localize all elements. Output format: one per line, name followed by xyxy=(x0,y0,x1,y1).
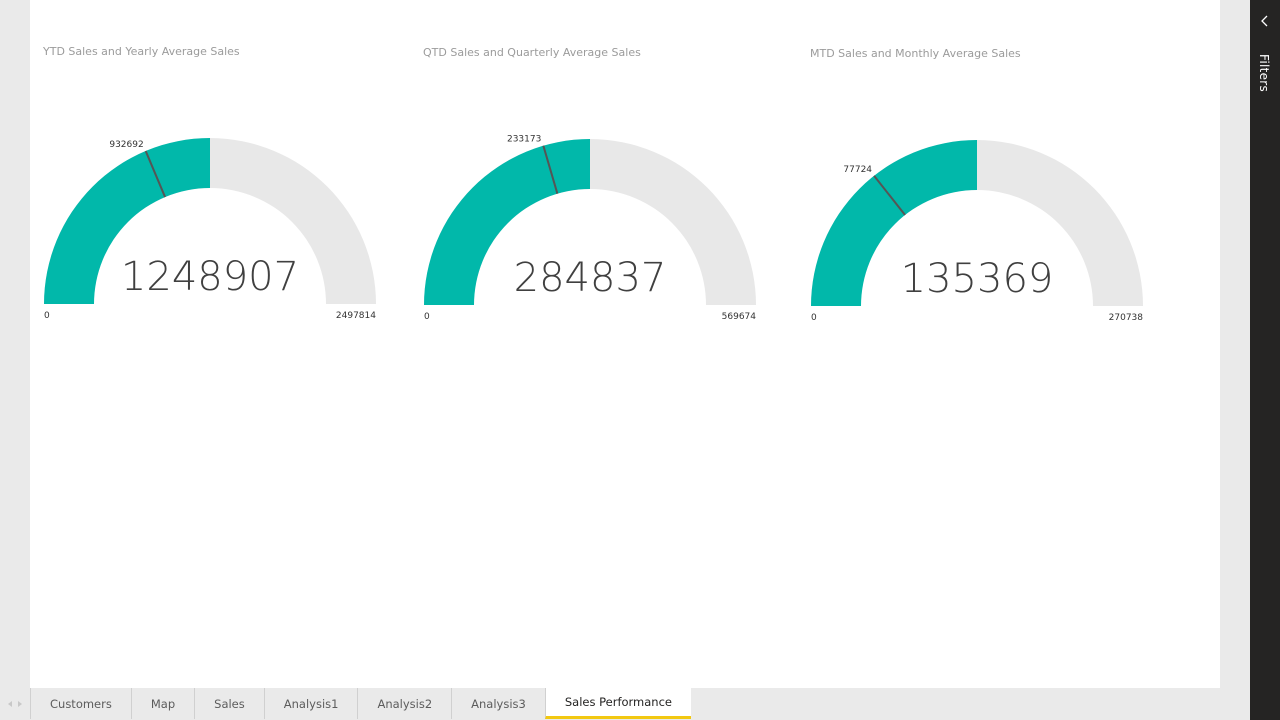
tab-analysis2[interactable]: Analysis2 xyxy=(357,688,452,719)
tab-sales[interactable]: Sales xyxy=(194,688,264,719)
gauge-fill xyxy=(44,138,210,304)
gauge-fill xyxy=(424,139,590,305)
page-tabs: Customers Map Sales Analysis1 Analysis2 … xyxy=(30,688,691,720)
gauge-chart: 77724 135369 0 270738 xyxy=(811,140,1144,323)
chevron-left-icon[interactable] xyxy=(1258,14,1272,28)
gauge-target-line xyxy=(542,145,559,194)
gauge-value: 284837 xyxy=(514,255,667,301)
gauge-min-label: 0 xyxy=(44,311,50,321)
gauge-max-label: 270738 xyxy=(1109,313,1144,323)
page-tab-bar: Customers Map Sales Analysis1 Analysis2 … xyxy=(0,688,1250,720)
gauge-title: MTD Sales and Monthly Average Sales xyxy=(810,47,1021,60)
gauge-value: 135369 xyxy=(901,256,1054,302)
tab-scroll-left-icon[interactable] xyxy=(8,701,12,707)
mtd-gauge-visual[interactable]: MTD Sales and Monthly Average Sales 7772… xyxy=(797,9,1157,329)
report-canvas: YTD Sales and Yearly Average Sales 93269… xyxy=(30,0,1220,688)
gauge-chart: 932692 1248907 0 2497814 xyxy=(44,138,376,321)
gauge-target-line xyxy=(873,175,906,216)
gauge-title: YTD Sales and Yearly Average Sales xyxy=(43,45,240,58)
gauge-min-label: 0 xyxy=(424,312,430,322)
gauge-target-label: 932692 xyxy=(109,140,143,150)
tab-sales-performance[interactable]: Sales Performance xyxy=(544,688,691,719)
gauge-max-label: 2497814 xyxy=(336,311,376,321)
gauge-fill xyxy=(811,140,977,306)
qtd-gauge-visual[interactable]: QTD Sales and Quarterly Average Sales 23… xyxy=(410,8,770,328)
gauge-target-label: 77724 xyxy=(843,165,872,175)
tab-analysis1[interactable]: Analysis1 xyxy=(263,688,358,719)
gauge-min-label: 0 xyxy=(811,313,817,323)
gauge-chart: 233173 284837 0 569674 xyxy=(424,135,757,322)
gauge-target-label: 233173 xyxy=(507,135,541,145)
filters-pane[interactable]: Filters xyxy=(1250,0,1280,720)
filters-label[interactable]: Filters xyxy=(1257,54,1271,93)
tab-analysis3[interactable]: Analysis3 xyxy=(451,688,545,719)
tab-scroll-right-icon[interactable] xyxy=(18,701,22,707)
gauge-max-label: 569674 xyxy=(722,312,757,322)
tab-map[interactable]: Map xyxy=(130,688,195,719)
gauge-target-line xyxy=(144,150,166,198)
ytd-gauge-visual[interactable]: YTD Sales and Yearly Average Sales 93269… xyxy=(30,7,390,327)
gauge-value: 1248907 xyxy=(121,254,299,300)
gauge-title: QTD Sales and Quarterly Average Sales xyxy=(423,46,641,59)
tab-scroll-controls xyxy=(0,688,30,720)
canvas-margin xyxy=(1220,0,1250,688)
tab-customers[interactable]: Customers xyxy=(30,688,131,719)
